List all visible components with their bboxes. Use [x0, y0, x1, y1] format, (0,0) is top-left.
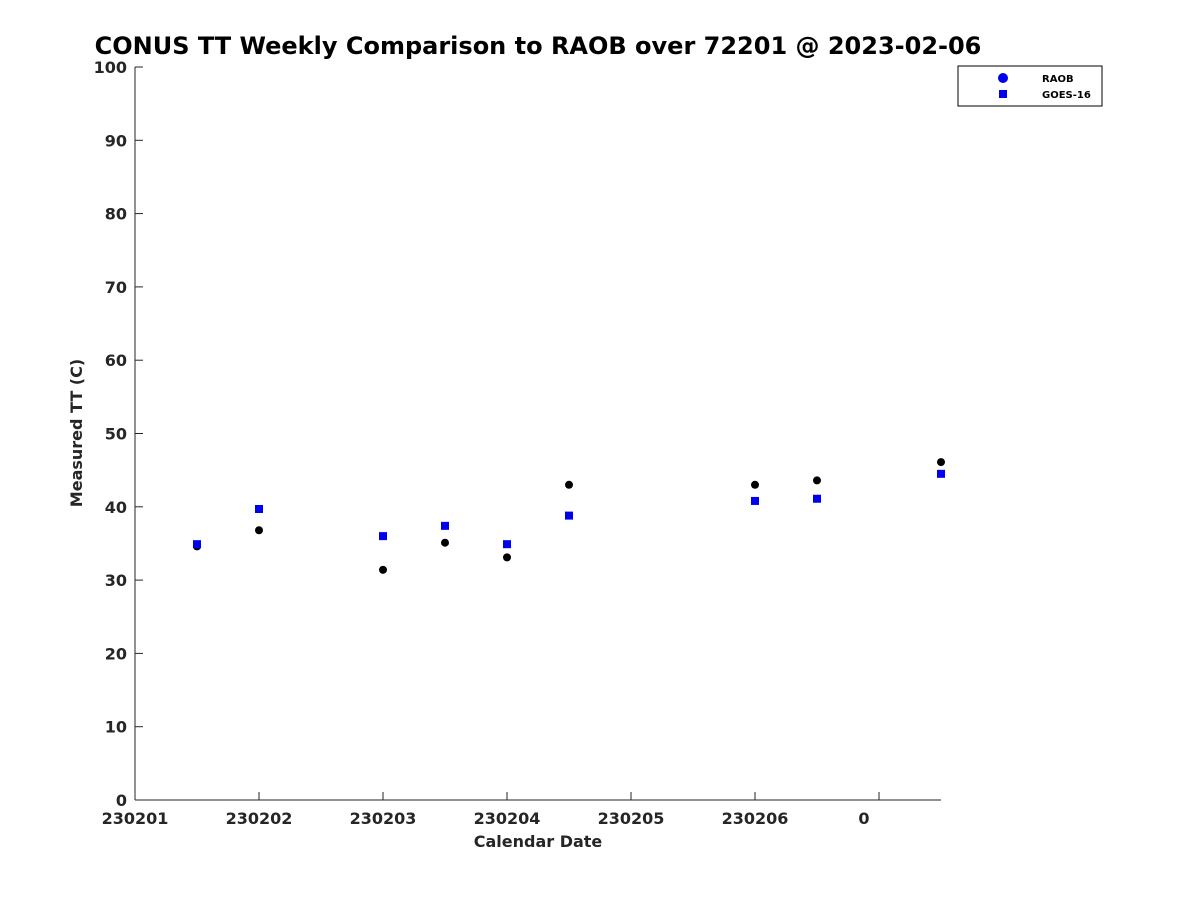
- legend-marker-goes-16: [999, 90, 1007, 98]
- chart-title: CONUS TT Weekly Comparison to RAOB over …: [95, 32, 982, 60]
- x-tick-label: 230206: [722, 809, 789, 828]
- goes-16-point: [937, 469, 945, 478]
- raob-point: [813, 476, 821, 485]
- goes-16-point: [441, 521, 449, 530]
- legend-label-raob: RAOB: [1042, 74, 1074, 85]
- raob-point: [565, 480, 573, 489]
- goes-16-point: [813, 494, 821, 503]
- goes-16-point: [751, 496, 759, 505]
- y-tick-label: 50: [105, 425, 127, 444]
- raob-point: [937, 458, 945, 467]
- legend-marker-raob: [998, 73, 1008, 83]
- y-axis-label: Measured TT (C): [67, 359, 86, 507]
- x-axis-label: Calendar Date: [474, 832, 603, 851]
- legend-items: RAOB GOES-16: [998, 73, 1091, 101]
- y-tick-label: 10: [105, 718, 127, 737]
- legend: RAOB GOES-16: [957, 65, 1103, 107]
- goes-16-point: [379, 532, 387, 541]
- x-tick-label: 230203: [350, 809, 417, 828]
- x-ticks: 230201 230202 230203 230204 230205 230206 0: [102, 792, 880, 828]
- goes-16-point: [193, 540, 201, 549]
- y-tick-label: 100: [94, 58, 127, 77]
- y-tick-label: 80: [105, 205, 127, 224]
- raob-point: [379, 565, 387, 574]
- goes-16-point: [503, 540, 511, 549]
- x-tick-label: 230202: [226, 809, 293, 828]
- y-tick-label: 60: [105, 351, 127, 370]
- raob-point: [255, 526, 263, 535]
- legend-box: [957, 65, 1103, 107]
- goes-16-point: [255, 504, 263, 513]
- y-tick-label: 70: [105, 278, 127, 297]
- legend-label-goes-16: GOES-16: [1042, 90, 1091, 101]
- y-tick-label: 40: [105, 498, 127, 517]
- y-tick-label: 0: [116, 791, 127, 810]
- raob-point: [503, 553, 511, 562]
- x-tick-label: 230205: [598, 809, 665, 828]
- raob-point: [441, 538, 449, 547]
- goes-16-point: [565, 511, 573, 520]
- x-tick-label: 230201: [102, 809, 169, 828]
- y-tick-label: 90: [105, 131, 127, 150]
- x-tick-label: 230204: [474, 809, 541, 828]
- data-marks: [193, 458, 945, 574]
- y-tick-label: 30: [105, 571, 127, 590]
- y-ticks: 0 10 20 30 40 50 60 70 80 90 100: [94, 58, 143, 810]
- x-tick-label: 0: [858, 809, 869, 828]
- y-tick-label: 20: [105, 644, 127, 663]
- raob-point: [751, 480, 759, 489]
